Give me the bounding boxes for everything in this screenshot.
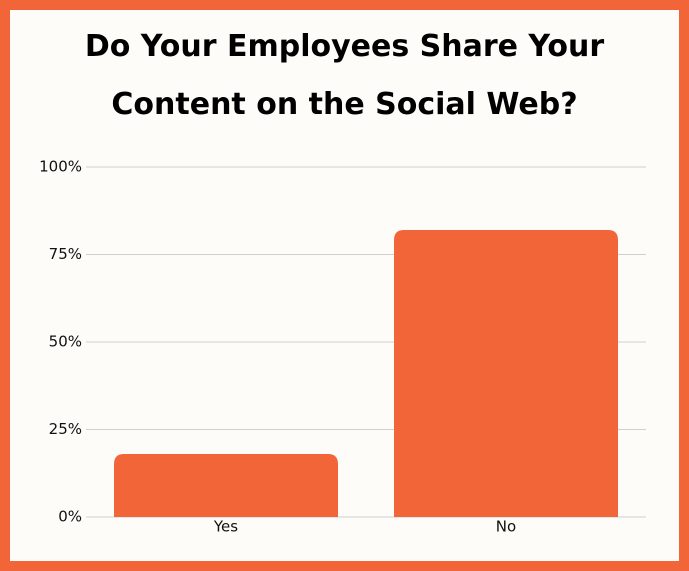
bar xyxy=(114,454,338,517)
y-tick-label: 100% xyxy=(39,158,82,176)
bar xyxy=(394,230,618,517)
x-tick-label: No xyxy=(496,518,516,536)
y-tick-label: 0% xyxy=(58,508,82,526)
chart-title: Do Your Employees Share Your Content on … xyxy=(84,29,605,122)
y-tick-label: 25% xyxy=(49,420,82,438)
x-tick-label: Yes xyxy=(213,518,238,536)
y-tick-label: 50% xyxy=(49,333,82,351)
y-tick-label: 75% xyxy=(49,245,82,263)
